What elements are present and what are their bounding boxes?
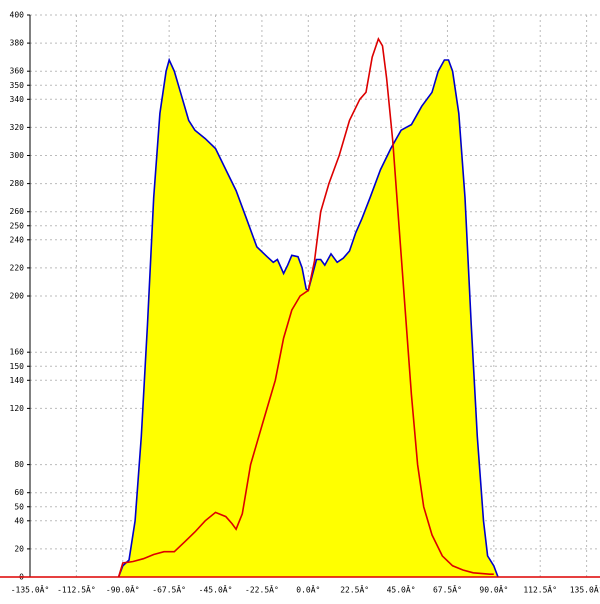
y-tick-label: 20	[14, 544, 24, 553]
area	[118, 60, 498, 577]
y-tick-label: 340	[10, 95, 25, 104]
y-tick-label: 240	[10, 235, 25, 244]
x-tick-label: 67.5Â°	[433, 584, 462, 595]
x-tick-label: 90.0Â°	[479, 584, 508, 595]
x-tick-label: 45.0Â°	[387, 584, 416, 595]
x-tick-label: -112.5Â°	[57, 584, 96, 595]
x-tick-label: -135.0Â°	[11, 584, 50, 595]
y-tick-label: 220	[10, 263, 25, 272]
y-tick-label: 360	[10, 67, 25, 76]
x-tick-label: -22.5Â°	[245, 584, 279, 595]
x-tick-label: -67.5Â°	[152, 584, 186, 595]
y-tick-label: 250	[10, 221, 25, 230]
x-tick-label: 22.5Â°	[340, 584, 369, 595]
x-tick-label: -45.0Â°	[199, 584, 233, 595]
y-tick-label: 140	[10, 376, 25, 385]
y-tick-label: 260	[10, 207, 25, 216]
y-tick-label: 60	[14, 488, 24, 497]
y-tick-label: 150	[10, 362, 25, 371]
y-tick-label: 160	[10, 348, 25, 357]
x-tick-label: 112.5Â°	[523, 584, 557, 595]
x-tick-label: -90.0Â°	[106, 584, 140, 595]
line	[117, 36, 494, 578]
y-tick-label: 200	[10, 292, 25, 301]
y-tick-label: 300	[10, 151, 25, 160]
x-tick-label: 0.0Â°	[296, 584, 320, 595]
y-tick-label: 350	[10, 81, 25, 90]
y-tick-label: 320	[10, 123, 25, 132]
y-tick-label: 80	[14, 460, 24, 469]
y-tick-label: 40	[14, 516, 24, 525]
y-tick-label: 380	[10, 39, 25, 48]
y-tick-label: 120	[10, 404, 25, 413]
y-tick-label: 50	[14, 502, 24, 511]
y-tick-label: 280	[10, 179, 25, 188]
y-tick-label: 400	[10, 11, 25, 20]
x-tick-label: 135.0Â°	[570, 584, 600, 595]
